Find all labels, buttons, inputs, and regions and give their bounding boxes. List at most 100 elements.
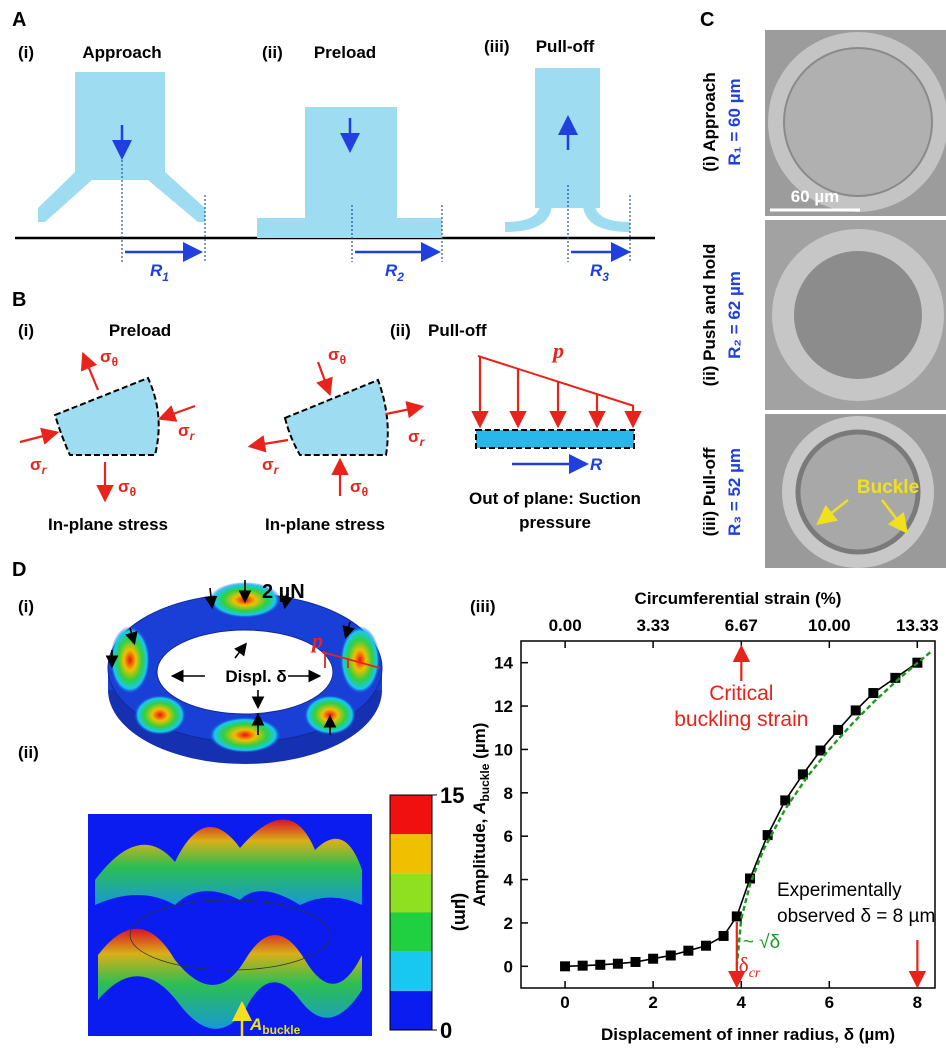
text-part: σ bbox=[350, 477, 362, 496]
sub-num: (i) bbox=[18, 321, 34, 340]
sub-num: (ii) bbox=[390, 321, 411, 340]
stress-arrow bbox=[162, 406, 195, 418]
colorbar-band bbox=[390, 952, 432, 991]
y-axis-title: Amplitude, Abuckle (µm) bbox=[470, 723, 492, 907]
step-title: Approach bbox=[82, 43, 161, 62]
shape bbox=[784, 48, 932, 196]
shape bbox=[257, 218, 442, 238]
colorbar: 015(µm) bbox=[390, 783, 471, 1043]
text-part: A bbox=[249, 1015, 262, 1034]
x-tick-label: 6 bbox=[825, 993, 834, 1012]
stress-label: σθ bbox=[328, 345, 346, 367]
text-part: buckle bbox=[262, 1023, 300, 1037]
data-point bbox=[666, 950, 676, 960]
data-point bbox=[868, 688, 878, 698]
text-part: R bbox=[385, 261, 398, 280]
text-part: σ bbox=[328, 345, 340, 364]
text-part: 3 bbox=[602, 270, 609, 284]
data-point bbox=[578, 961, 588, 971]
data-point bbox=[732, 911, 742, 921]
text-part: θ bbox=[130, 485, 137, 499]
y-tick-label: 10 bbox=[494, 740, 513, 759]
annotation: observed δ = 8 µm bbox=[777, 906, 935, 927]
radius-label: R2 bbox=[385, 261, 404, 284]
data-point bbox=[833, 725, 843, 735]
text-part: 2 bbox=[396, 270, 404, 284]
stress-label: σr bbox=[408, 427, 426, 449]
stress-arrow bbox=[386, 407, 420, 414]
buckled-ring bbox=[88, 814, 372, 1036]
data-point bbox=[719, 931, 729, 941]
x2-tick-label: 3.33 bbox=[637, 616, 670, 635]
stress-label: σr bbox=[30, 455, 48, 477]
colorbar-tick-label: 0 bbox=[440, 1018, 452, 1043]
text-part: r bbox=[42, 463, 48, 477]
step-title: Preload bbox=[314, 43, 376, 62]
shape bbox=[110, 626, 150, 694]
shape bbox=[134, 695, 186, 735]
text-part: σ bbox=[118, 477, 130, 496]
caption: pressure bbox=[519, 513, 591, 532]
stress-label: σθ bbox=[118, 477, 136, 499]
y-tick-label: 8 bbox=[504, 784, 513, 803]
step-num: (ii) bbox=[262, 43, 283, 62]
step-title: Pull-off bbox=[536, 37, 595, 56]
y-tick-label: 4 bbox=[504, 871, 514, 890]
x2-tick-label: 10.00 bbox=[808, 616, 851, 635]
stress-arrow bbox=[318, 362, 329, 392]
radius-label: R3 bbox=[590, 261, 609, 284]
x-axis-title: Displacement of inner radius, δ (µm) bbox=[601, 1025, 895, 1044]
row-title: (ii) Push and hold bbox=[700, 244, 719, 387]
text-part: r bbox=[190, 429, 196, 443]
shape bbox=[583, 205, 630, 232]
panel-a: A (i) Approach R1 (ii) Preload R2 (iii) … bbox=[12, 9, 655, 284]
text-part: σ bbox=[30, 455, 42, 474]
stress-label: σr bbox=[178, 421, 196, 443]
caption: In-plane stress bbox=[265, 515, 385, 534]
y-axis-title-part: A bbox=[470, 802, 489, 815]
y-tick-label: 2 bbox=[504, 914, 513, 933]
sub-num: (ii) bbox=[18, 743, 39, 762]
colorbar-band bbox=[390, 795, 432, 834]
data-point bbox=[631, 957, 641, 967]
chart-label: (iii) bbox=[470, 597, 496, 616]
y-tick-label: 12 bbox=[494, 697, 513, 716]
scale-bar-label: 60 µm bbox=[791, 187, 840, 206]
annotation: Experimentally bbox=[777, 880, 902, 901]
pressure-label: p bbox=[310, 628, 323, 653]
panel-c: C 60 µm Buckle (i) Approach R₁ = 60 µm (… bbox=[700, 9, 946, 568]
x-tick-label: 8 bbox=[913, 993, 922, 1012]
sub-num: (i) bbox=[18, 597, 34, 616]
caption: In-plane stress bbox=[48, 515, 168, 534]
element-sector bbox=[55, 378, 159, 455]
stress-arrow bbox=[20, 433, 55, 442]
x2-tick-label: 13.33 bbox=[896, 616, 939, 635]
plate bbox=[476, 430, 634, 448]
text-part: σ bbox=[262, 455, 274, 474]
stress-arrow bbox=[84, 356, 98, 390]
radius-label: R bbox=[590, 455, 603, 474]
colorbar-band bbox=[390, 991, 432, 1030]
x-tick-label: 0 bbox=[560, 993, 569, 1012]
caption: Out of plane: Suction bbox=[469, 489, 641, 508]
row-radius: R₁ = 60 µm bbox=[725, 78, 744, 165]
stress-label: σθ bbox=[350, 477, 368, 499]
shape bbox=[340, 626, 380, 694]
data-point bbox=[851, 705, 861, 715]
micrograph bbox=[765, 220, 946, 410]
x2-axis-title: Circumferential strain (%) bbox=[635, 589, 842, 608]
shape bbox=[209, 717, 281, 753]
row-title: (iii) Pull-off bbox=[700, 447, 719, 536]
text-part: r bbox=[274, 463, 280, 477]
panel-label: A bbox=[12, 9, 26, 31]
text-part: θ bbox=[340, 353, 347, 367]
row-radius: R₃ = 52 µm bbox=[725, 448, 744, 536]
data-point bbox=[595, 960, 605, 970]
buckle-label: Buckle bbox=[857, 477, 919, 498]
text-part: σ bbox=[178, 421, 190, 440]
stress-arrow bbox=[252, 440, 288, 446]
colorbar-tick-label: 15 bbox=[440, 783, 464, 808]
x2-tick-label: 6.67 bbox=[725, 616, 758, 635]
y-tick-label: 0 bbox=[504, 957, 513, 976]
colorbar-band bbox=[390, 834, 432, 873]
